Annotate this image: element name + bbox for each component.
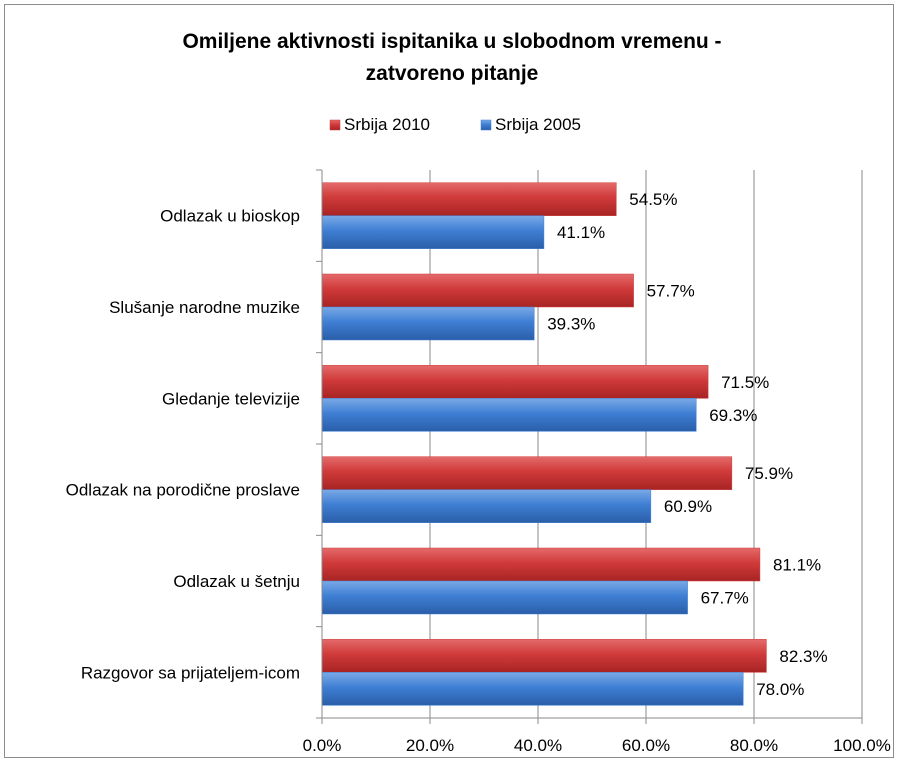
bars	[321, 182, 767, 706]
value-labels: 54.5% 41.1% 57.7% 39.3% 71.5% 69.3% 75.9% 60.9%…	[547, 190, 827, 699]
data-label: 41.1%	[557, 223, 605, 242]
legend-label: Srbija 2005	[495, 115, 581, 134]
legend-swatch	[329, 119, 341, 131]
bar-srbija-2010	[321, 365, 709, 399]
data-label: 69.3%	[709, 406, 757, 425]
gridlines	[429, 170, 863, 718]
chart-title-line-1: Omiljene aktivnosti ispitanika u slobodn…	[182, 30, 721, 53]
legend-label: Srbija 2010	[344, 115, 430, 134]
bar-srbija-2005	[321, 398, 697, 432]
category-labels: Odlazak u bioskop Slušanje narodne muzike…	[66, 207, 300, 683]
x-tick-label: 60.0%	[622, 736, 670, 755]
x-tick-label: 40.0%	[514, 736, 562, 755]
category-label: Odlazak u šetnju	[173, 572, 300, 591]
data-label: 82.3%	[779, 647, 827, 666]
x-axis: 0.0% 20.0% 40.0% 60.0% 80.0% 100.0%	[303, 169, 891, 755]
data-label: 75.9%	[745, 464, 793, 483]
data-label: 67.7%	[701, 589, 749, 608]
bar-srbija-2010	[321, 273, 634, 308]
category-label: Slušanje narodne muzike	[109, 298, 300, 317]
bar-srbija-2010	[321, 547, 761, 582]
x-tick-label: 20.0%	[406, 736, 454, 755]
data-label: 78.0%	[756, 680, 804, 699]
x-tick-label: 80.0%	[730, 736, 778, 755]
data-label: 71.5%	[721, 373, 769, 392]
data-label: 54.5%	[629, 190, 677, 209]
bar-srbija-2010	[321, 639, 767, 673]
x-tick-label: 0.0%	[303, 736, 342, 755]
data-label: 81.1%	[773, 556, 821, 575]
x-tick-label: 100.0%	[833, 736, 891, 755]
bar-srbija-2005	[321, 580, 688, 615]
bar-srbija-2005	[321, 672, 744, 706]
data-label: 60.9%	[664, 497, 712, 516]
bar-srbija-2010	[321, 182, 617, 216]
chart-title-line-2: zatvoreno pitanje	[366, 62, 539, 85]
data-label: 57.7%	[647, 282, 695, 301]
category-label: Razgovor sa prijateljem-icom	[81, 663, 300, 682]
legend: Srbija 2010 Srbija 2005	[329, 115, 581, 134]
bar-srbija-2005	[321, 215, 545, 249]
data-label: 39.3%	[547, 315, 595, 334]
legend-swatch	[480, 119, 492, 131]
bar-srbija-2010	[321, 456, 733, 490]
category-label: Gledanje televizije	[162, 389, 300, 408]
category-label: Odlazak na porodične proslave	[66, 481, 300, 500]
category-label: Odlazak u bioskop	[160, 207, 300, 226]
chart-title: Omiljene aktivnosti ispitanika u slobodn…	[182, 30, 721, 85]
bar-srbija-2005	[321, 489, 652, 523]
bar-srbija-2005	[321, 306, 535, 341]
